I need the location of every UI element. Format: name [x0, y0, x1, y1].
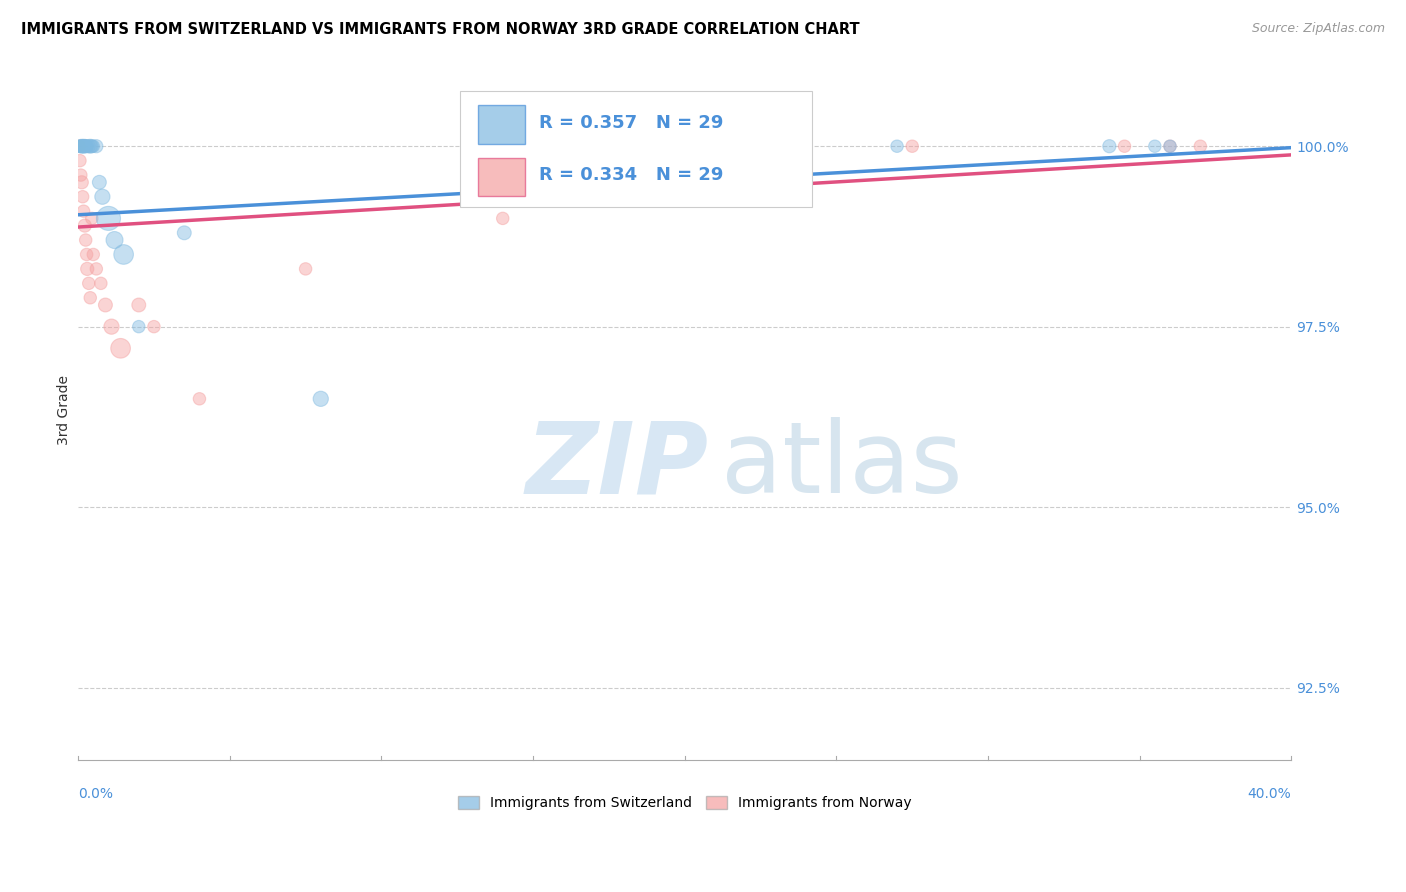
Point [1143, 139, 1166, 153]
Point [67, 139, 90, 153]
Point [72, 139, 94, 153]
Point [1159, 139, 1181, 153]
Point [69, 153, 91, 168]
Point [128, 319, 150, 334]
Point [76, 261, 98, 276]
Point [94, 298, 117, 312]
Point [72, 190, 94, 204]
Point [86, 261, 108, 276]
Point [492, 211, 515, 226]
Point [77, 139, 100, 153]
Point [886, 139, 908, 153]
Point [188, 392, 211, 406]
Point [103, 233, 125, 247]
Text: R = 0.334   N = 29: R = 0.334 N = 29 [538, 166, 724, 184]
Text: ZIP: ZIP [526, 417, 709, 514]
Point [72, 204, 94, 219]
Text: 0.0%: 0.0% [79, 788, 112, 801]
Point [734, 139, 756, 153]
Point [79, 139, 101, 153]
Point [73, 219, 96, 233]
Point [69, 139, 91, 153]
Point [100, 319, 122, 334]
Point [82, 247, 104, 261]
Point [70, 168, 93, 182]
Bar [478, 105, 524, 144]
Point [110, 341, 132, 355]
Text: atlas: atlas [721, 417, 963, 514]
Text: R = 0.357   N = 29: R = 0.357 N = 29 [538, 113, 724, 132]
Bar [478, 158, 524, 196]
Point [72, 139, 94, 153]
Point [128, 298, 150, 312]
Text: Source: ZipAtlas.com: Source: ZipAtlas.com [1251, 22, 1385, 36]
Y-axis label: 3rd Grade: 3rd Grade [58, 375, 72, 444]
Point [70, 175, 93, 189]
Point [142, 319, 165, 334]
Point [73, 139, 96, 153]
Point [70, 139, 93, 153]
Point [69, 139, 91, 153]
Point [86, 139, 108, 153]
Legend: Immigrants from Switzerland, Immigrants from Norway: Immigrants from Switzerland, Immigrants … [453, 790, 917, 816]
Point [294, 261, 316, 276]
Point [79, 291, 101, 305]
Point [112, 247, 135, 261]
Point [76, 139, 98, 153]
Point [89, 175, 111, 189]
Point [75, 139, 97, 153]
Point [90, 277, 112, 291]
Point [1114, 139, 1136, 153]
Point [1098, 139, 1121, 153]
Point [309, 392, 332, 406]
Point [76, 139, 98, 153]
Point [1159, 139, 1181, 153]
Point [91, 190, 114, 204]
Text: 40.0%: 40.0% [1247, 788, 1291, 801]
Text: IMMIGRANTS FROM SWITZERLAND VS IMMIGRANTS FROM NORWAY 3RD GRADE CORRELATION CHAR: IMMIGRANTS FROM SWITZERLAND VS IMMIGRANT… [21, 22, 859, 37]
Point [75, 233, 97, 247]
Point [173, 226, 195, 240]
Point [76, 247, 98, 261]
Point [73, 139, 96, 153]
Bar [460, 91, 813, 207]
Point [70, 139, 93, 153]
Point [97, 211, 120, 226]
Point [749, 139, 772, 153]
Point [1189, 139, 1212, 153]
Point [77, 277, 100, 291]
Point [901, 139, 924, 153]
Point [82, 139, 104, 153]
Point [80, 211, 103, 226]
Point [80, 139, 103, 153]
